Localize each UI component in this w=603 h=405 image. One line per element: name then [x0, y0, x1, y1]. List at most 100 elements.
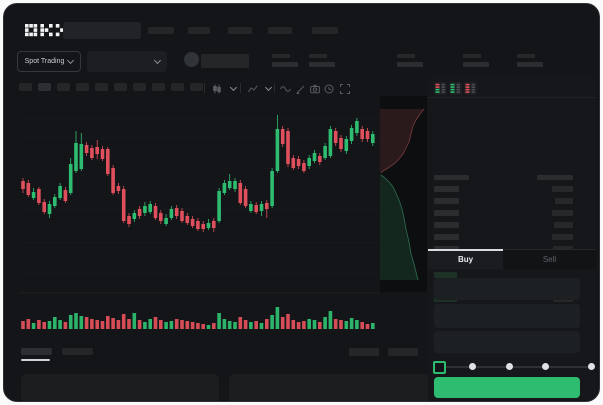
timeframe-button[interactable] [114, 83, 127, 91]
search-input[interactable] [63, 22, 141, 39]
nav-item[interactable] [228, 27, 252, 34]
orders-tab[interactable] [21, 348, 52, 355]
timeframe-button[interactable] [133, 83, 146, 91]
volume-bar [302, 321, 306, 329]
ask-size-placeholder [552, 186, 573, 192]
ticker-stat [463, 54, 489, 68]
nav-item[interactable] [148, 27, 174, 34]
orderbook-header-right [537, 175, 573, 180]
orderbook-ask-row[interactable] [428, 210, 596, 216]
ask-price-placeholder [434, 222, 459, 228]
timeframe-button[interactable] [95, 83, 108, 91]
orderbook-bid-row[interactable] [428, 272, 596, 278]
timeframe-button[interactable] [190, 83, 203, 91]
book-asks-icon[interactable] [464, 82, 477, 95]
tab-buy[interactable]: Buy [428, 249, 503, 269]
amount-slider-track[interactable] [438, 366, 589, 368]
camera-icon[interactable] [309, 83, 320, 94]
amount-slider-handle[interactable] [433, 361, 446, 374]
orderbook-ask-row[interactable] [428, 198, 596, 204]
order-input-field[interactable] [434, 278, 580, 300]
stat-value-placeholder [309, 62, 335, 67]
timeframe-button[interactable] [19, 83, 32, 91]
market-type-dropdown[interactable]: Spot Trading [17, 51, 81, 72]
candle [233, 181, 237, 189]
volume-bar [121, 314, 126, 329]
line-tool-icon[interactable] [280, 83, 291, 94]
candle [212, 221, 216, 228]
candle [95, 147, 99, 154]
volume-bar [79, 316, 84, 329]
ask-price-placeholder [434, 186, 459, 192]
volume-bar [58, 320, 62, 329]
slider-stop-dot[interactable] [506, 363, 513, 370]
candle [217, 191, 221, 221]
fullscreen-icon[interactable] [339, 83, 350, 94]
slider-stop-dot[interactable] [469, 363, 476, 370]
chevron-down-icon[interactable] [228, 83, 239, 94]
candle [349, 128, 354, 141]
ticker-stat [309, 54, 335, 68]
slider-stop-dot[interactable] [588, 363, 595, 370]
slider-stop-dot[interactable] [542, 363, 549, 370]
volume-bar [153, 317, 158, 329]
timeframe-button[interactable] [76, 83, 89, 91]
app-window: Spot Trading [3, 3, 600, 402]
stat-value-placeholder [397, 62, 423, 67]
okx-logo[interactable] [25, 24, 68, 37]
orderbook-ask-row[interactable] [428, 186, 596, 192]
orderbook-ask-row[interactable] [428, 222, 596, 228]
chevron-down-icon[interactable] [263, 83, 274, 94]
orders-tab[interactable] [62, 348, 93, 355]
order-input-field[interactable] [434, 304, 580, 328]
indicators-icon[interactable] [247, 83, 258, 94]
orders-table-panel [21, 374, 219, 401]
candle-style-icon[interactable] [211, 83, 222, 94]
nav-item[interactable] [268, 27, 292, 34]
volume-bar [111, 318, 115, 329]
volume-bar [243, 320, 248, 329]
stat-value-placeholder [463, 62, 489, 67]
candle [58, 186, 62, 198]
volume-bar [143, 322, 147, 329]
divider [428, 97, 596, 98]
volume-bar [47, 321, 52, 329]
draw-icon[interactable] [295, 83, 306, 94]
order-input-field[interactable] [434, 331, 580, 353]
ask-size-placeholder [552, 234, 573, 240]
volume-bar [328, 311, 333, 329]
book-all-icon[interactable] [434, 82, 447, 95]
volume-bar [148, 319, 152, 329]
nav-item[interactable] [188, 27, 210, 34]
timeframe-button[interactable] [152, 83, 165, 91]
book-bids-icon[interactable] [449, 82, 462, 95]
volume-bar [307, 319, 311, 329]
tab-sell[interactable]: Sell [503, 250, 596, 269]
depth-bids-area [380, 175, 418, 280]
ask-size-placeholder [552, 210, 573, 216]
orderbook-ask-row[interactable] [428, 234, 596, 240]
ticker-stat [272, 54, 298, 68]
candle [42, 202, 46, 212]
candle [63, 190, 68, 201]
timeframe-button[interactable] [38, 83, 51, 91]
candle [190, 219, 195, 226]
nav-item[interactable] [312, 27, 338, 34]
ask-size-placeholder [554, 222, 573, 228]
volume-bar [323, 317, 327, 329]
pair-selector-dropdown[interactable] [87, 51, 167, 72]
candle [280, 129, 285, 144]
price-chart[interactable] [19, 101, 379, 333]
timeframe-button[interactable] [57, 83, 70, 91]
orders-filter[interactable] [388, 348, 418, 356]
candle [153, 206, 158, 218]
history-icon[interactable] [323, 83, 334, 94]
candle [127, 216, 131, 224]
volume-bar [365, 324, 370, 329]
candle [169, 209, 174, 218]
candle [275, 129, 280, 171]
submit-order-button[interactable] [434, 377, 580, 398]
candle [53, 197, 57, 206]
orders-filter[interactable] [349, 348, 379, 356]
timeframe-button[interactable] [171, 83, 184, 91]
